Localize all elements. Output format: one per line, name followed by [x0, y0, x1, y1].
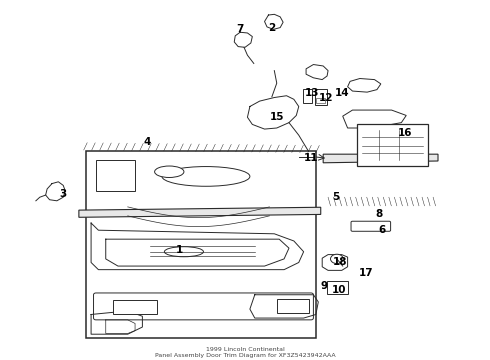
Text: 14: 14: [335, 88, 349, 98]
Text: 8: 8: [376, 210, 383, 220]
Text: 3: 3: [59, 189, 66, 199]
Text: 1999 Lincoln Continental
Panel Assembly Door Trim Diagram for XF3Z5423942AAA: 1999 Lincoln Continental Panel Assembly …: [155, 347, 335, 357]
Bar: [86, 151, 316, 338]
Text: 13: 13: [305, 88, 319, 98]
Text: 16: 16: [398, 129, 413, 138]
Polygon shape: [79, 207, 321, 217]
Bar: [327, 282, 347, 294]
Text: 11: 11: [304, 153, 318, 163]
Bar: [277, 299, 309, 313]
Bar: [315, 89, 327, 105]
Polygon shape: [306, 64, 328, 80]
FancyBboxPatch shape: [351, 221, 391, 231]
Ellipse shape: [162, 167, 250, 186]
Bar: [303, 89, 313, 103]
Text: 12: 12: [318, 93, 333, 103]
Bar: [357, 125, 428, 166]
Polygon shape: [323, 154, 438, 163]
Bar: [317, 98, 325, 103]
Text: 18: 18: [333, 257, 347, 267]
Text: 15: 15: [270, 112, 284, 122]
Text: 6: 6: [378, 225, 386, 235]
Text: 17: 17: [359, 268, 373, 278]
Text: 9: 9: [320, 281, 328, 291]
Bar: [113, 300, 157, 315]
Circle shape: [331, 254, 343, 264]
Text: 4: 4: [144, 138, 151, 147]
Text: 1: 1: [175, 245, 183, 255]
Bar: [96, 160, 135, 191]
Text: 5: 5: [332, 192, 339, 202]
Text: 2: 2: [268, 23, 275, 33]
Text: 10: 10: [332, 285, 346, 296]
FancyBboxPatch shape: [94, 293, 314, 320]
Polygon shape: [347, 78, 381, 92]
Ellipse shape: [164, 247, 203, 257]
Ellipse shape: [155, 166, 184, 177]
Polygon shape: [343, 110, 406, 128]
Polygon shape: [322, 255, 347, 270]
Text: 7: 7: [237, 24, 244, 35]
